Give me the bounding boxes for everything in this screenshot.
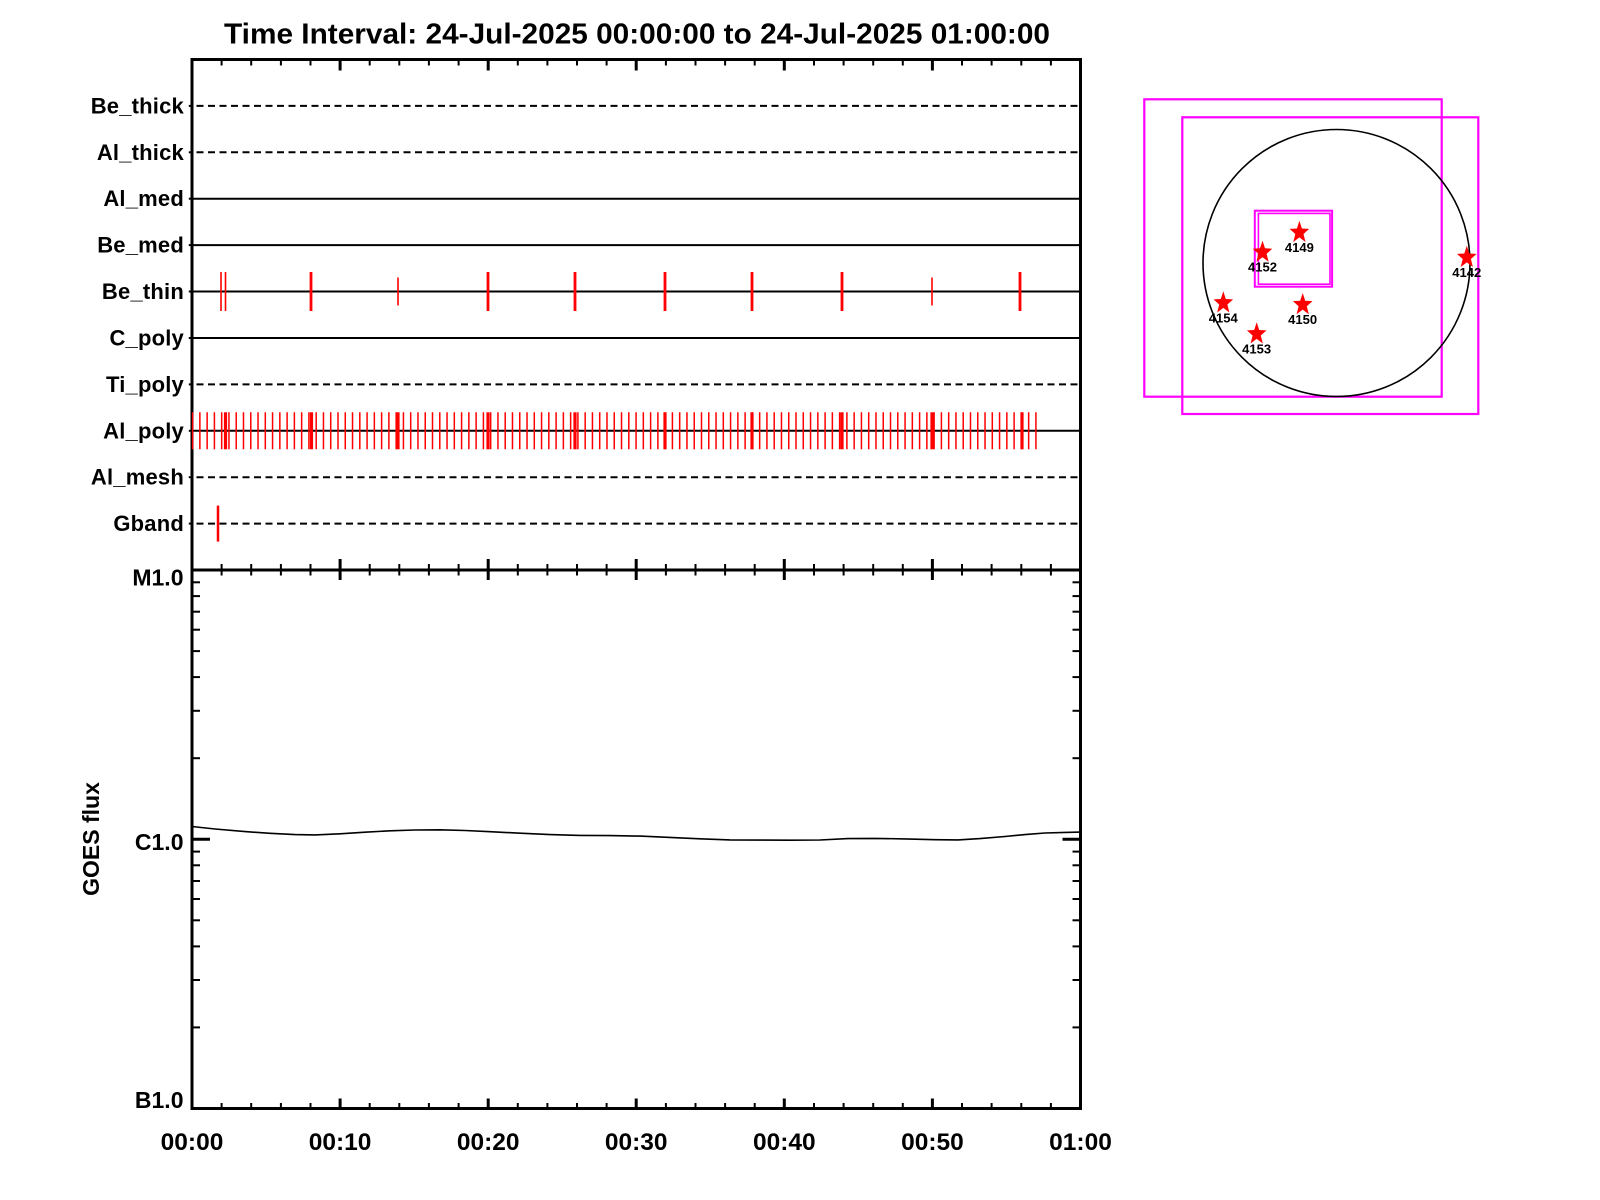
svg-text:00:00: 00:00 bbox=[161, 1129, 224, 1156]
svg-text:4149: 4149 bbox=[1285, 241, 1314, 255]
svg-text:00:10: 00:10 bbox=[309, 1129, 372, 1156]
svg-text:Be_thin: Be_thin bbox=[102, 279, 184, 304]
svg-text:Al_mesh: Al_mesh bbox=[91, 465, 184, 490]
svg-text:4153: 4153 bbox=[1242, 342, 1271, 356]
svg-text:4142: 4142 bbox=[1452, 266, 1481, 280]
svg-text:00:40: 00:40 bbox=[753, 1129, 816, 1156]
svg-text:4154: 4154 bbox=[1209, 311, 1238, 325]
svg-text:Al_poly: Al_poly bbox=[103, 418, 184, 443]
svg-text:Time Interval: 24-Jul-2025 00:: Time Interval: 24-Jul-2025 00:00:00 to 2… bbox=[224, 19, 1050, 51]
svg-text:C1.0: C1.0 bbox=[135, 829, 184, 855]
svg-text:Al_thick: Al_thick bbox=[97, 140, 185, 165]
svg-text:Be_thick: Be_thick bbox=[91, 93, 185, 118]
svg-text:4150: 4150 bbox=[1288, 313, 1317, 327]
svg-text:00:20: 00:20 bbox=[457, 1129, 520, 1156]
svg-text:01:00: 01:00 bbox=[1049, 1129, 1112, 1156]
svg-text:00:50: 00:50 bbox=[901, 1129, 964, 1156]
svg-text:00:30: 00:30 bbox=[605, 1129, 668, 1156]
svg-text:B1.0: B1.0 bbox=[135, 1087, 184, 1113]
svg-text:C_poly: C_poly bbox=[109, 326, 184, 351]
svg-text:4152: 4152 bbox=[1248, 261, 1277, 275]
svg-text:Gband: Gband bbox=[113, 511, 184, 536]
svg-text:Al_med: Al_med bbox=[103, 186, 184, 211]
svg-text:Be_med: Be_med bbox=[97, 233, 184, 258]
svg-text:Ti_poly: Ti_poly bbox=[106, 372, 185, 397]
svg-text:GOES flux: GOES flux bbox=[78, 782, 104, 896]
svg-text:M1.0: M1.0 bbox=[132, 565, 183, 591]
